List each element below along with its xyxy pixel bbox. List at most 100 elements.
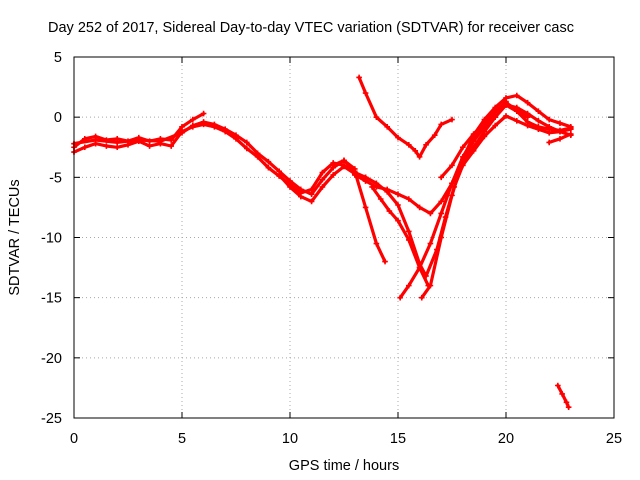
data-point bbox=[395, 134, 401, 141]
data-point bbox=[449, 180, 455, 187]
data-point bbox=[377, 196, 384, 202]
data-point bbox=[373, 240, 380, 247]
data-point bbox=[546, 139, 552, 146]
y-axis-label: SDTVAR / TECUs bbox=[7, 179, 23, 295]
data-point bbox=[136, 137, 142, 143]
series-arc-6 bbox=[356, 74, 455, 160]
series-trace bbox=[72, 120, 357, 196]
x-tick-label: 10 bbox=[282, 431, 298, 447]
data-point bbox=[233, 132, 239, 139]
data-point bbox=[298, 186, 304, 193]
data-point bbox=[431, 132, 438, 139]
axis-ticks: 0 5 10 15 20 25 5 0 -5 -10 -15 -20 -25 bbox=[41, 50, 622, 447]
data-point bbox=[438, 234, 444, 241]
data-point bbox=[319, 176, 326, 183]
data-point bbox=[514, 104, 520, 111]
data-point bbox=[546, 123, 552, 130]
data-point bbox=[503, 95, 509, 101]
data-point bbox=[438, 174, 444, 181]
data-point bbox=[190, 116, 196, 123]
data-point bbox=[114, 139, 120, 146]
data-point bbox=[362, 204, 369, 211]
data-point bbox=[406, 196, 412, 202]
data-point bbox=[416, 264, 423, 271]
data-point bbox=[362, 90, 369, 96]
data-point bbox=[330, 162, 336, 169]
data-point bbox=[423, 142, 429, 148]
y-tick-label: 0 bbox=[54, 110, 62, 126]
data-point bbox=[535, 108, 542, 114]
x-tick-label: 25 bbox=[606, 431, 622, 447]
data-point bbox=[168, 143, 174, 149]
data-point bbox=[481, 120, 488, 126]
data-point bbox=[460, 156, 466, 163]
data-point bbox=[384, 123, 390, 130]
series-trace bbox=[556, 383, 571, 409]
data-point bbox=[373, 180, 380, 187]
series-arc-10 bbox=[397, 99, 531, 301]
series-arc-14 bbox=[546, 131, 574, 146]
x-tick-label: 20 bbox=[498, 431, 514, 447]
data-point bbox=[535, 126, 542, 132]
data-point bbox=[416, 204, 423, 211]
data-point bbox=[395, 217, 401, 224]
data-point bbox=[470, 131, 477, 137]
data-point bbox=[565, 404, 572, 410]
data-point bbox=[222, 126, 228, 132]
data-point bbox=[362, 174, 369, 181]
data-point bbox=[319, 169, 326, 176]
data-point bbox=[438, 210, 444, 217]
data-point bbox=[254, 150, 261, 157]
data-point bbox=[568, 126, 574, 132]
data-point bbox=[125, 142, 131, 148]
data-point bbox=[298, 193, 304, 200]
y-tick-label: -25 bbox=[41, 411, 62, 427]
data-point bbox=[265, 164, 272, 171]
data-point bbox=[546, 130, 552, 136]
data-point bbox=[406, 282, 412, 289]
data-point bbox=[341, 163, 347, 170]
data-point bbox=[341, 157, 347, 164]
data-point bbox=[563, 399, 570, 406]
data-point bbox=[438, 121, 444, 128]
series-arc-12 bbox=[460, 113, 574, 169]
data-point bbox=[330, 172, 336, 178]
data-point bbox=[200, 119, 207, 125]
data-point bbox=[503, 113, 509, 119]
data-point bbox=[103, 143, 110, 149]
chart-title: Day 252 of 2017, Sidereal Day-to-day VTE… bbox=[48, 20, 574, 36]
data-point bbox=[308, 198, 315, 205]
data-point bbox=[373, 114, 380, 120]
data-point bbox=[492, 114, 498, 120]
data-point bbox=[449, 162, 455, 169]
data-point bbox=[460, 162, 466, 169]
data-point bbox=[244, 145, 250, 152]
data-point bbox=[406, 228, 412, 235]
data-point bbox=[356, 74, 362, 81]
data-point bbox=[384, 188, 390, 195]
x-axis-label: GPS time / hours bbox=[289, 458, 399, 474]
data-point bbox=[406, 237, 412, 243]
series-arc-9 bbox=[369, 184, 432, 289]
series-trace bbox=[72, 122, 368, 195]
data-point bbox=[179, 130, 185, 136]
series-arc-5 bbox=[330, 157, 388, 265]
data-point bbox=[492, 104, 498, 111]
data-point bbox=[386, 208, 393, 214]
data-point bbox=[352, 172, 358, 178]
series-arc-13 bbox=[438, 102, 574, 181]
data-point bbox=[524, 99, 531, 106]
plot-area bbox=[71, 74, 574, 410]
data-point bbox=[449, 192, 455, 199]
data-point bbox=[559, 391, 565, 397]
data-point bbox=[438, 198, 444, 205]
grid bbox=[74, 57, 614, 418]
data-point bbox=[412, 148, 419, 154]
data-point bbox=[524, 110, 531, 117]
data-point bbox=[557, 136, 563, 142]
x-tick-label: 0 bbox=[70, 431, 78, 447]
data-point bbox=[418, 294, 425, 301]
data-point bbox=[514, 92, 520, 99]
data-point bbox=[449, 116, 455, 123]
